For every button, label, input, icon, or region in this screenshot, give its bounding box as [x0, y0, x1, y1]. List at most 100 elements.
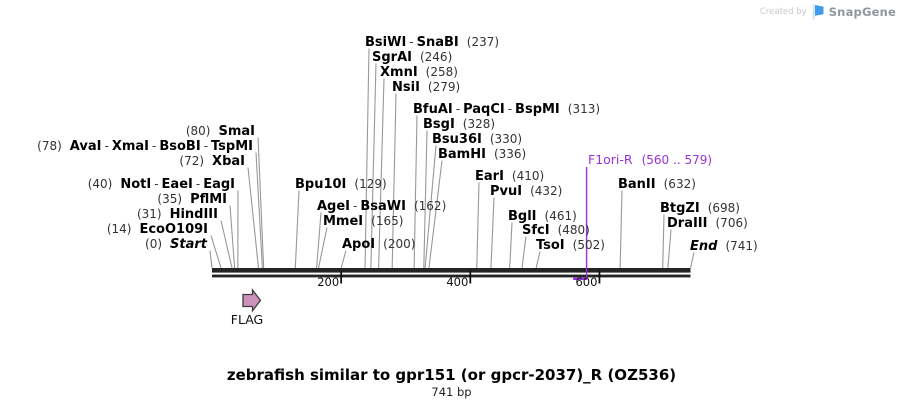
enzyme-name: BamHI: [438, 147, 486, 162]
site-position: (461): [544, 209, 577, 223]
site-label-end[interactable]: End (741): [690, 240, 758, 254]
leader-line-xbai: [247, 167, 260, 269]
site-position: (35): [157, 192, 183, 206]
site-label-noti-eaei-eagi[interactable]: (40) NotI - EaeI - EagI: [88, 178, 235, 192]
site-position: (632): [663, 177, 696, 191]
site-position: (336): [493, 147, 527, 161]
site-position: (72): [179, 154, 205, 168]
leader-line-pflmi: [229, 205, 236, 269]
site-label-bsu36i[interactable]: Bsu36I (330): [432, 133, 522, 147]
leader-line-avai-xmai-bsobi-tspmi: [255, 152, 263, 269]
enzyme-name: TsoI: [536, 238, 565, 253]
site-label-bpu10i[interactable]: Bpu10I (129): [295, 178, 387, 192]
site-label-start[interactable]: (0) Start: [145, 238, 207, 252]
site-label-banii[interactable]: BanII (632): [618, 178, 696, 192]
site-position: (200): [383, 237, 416, 251]
enzyme-name: SfcI: [522, 223, 550, 238]
site-position: (502): [572, 238, 605, 252]
site-label-xbai[interactable]: (72) XbaI: [179, 155, 245, 169]
enzyme-name: Start: [170, 237, 207, 252]
site-name-separator: -: [152, 139, 157, 153]
primer-name: F1ori-R: [588, 151, 633, 167]
site-label-hindiii[interactable]: (31) HindIII: [137, 208, 218, 222]
site-label-smai[interactable]: (80) SmaI: [186, 125, 255, 139]
site-label-xmni[interactable]: XmnI (258): [380, 66, 458, 80]
site-label-btgzi[interactable]: BtgZI (698): [660, 202, 740, 216]
site-label-avai-xmai-bsobi-tspmi[interactable]: (78) AvaI - XmaI - BsoBI - TspMI: [37, 140, 253, 154]
enzyme-name: EcoO109I: [139, 222, 208, 237]
site-position: (40): [87, 177, 113, 191]
site-label-bfuai-paqci-bspmi[interactable]: BfuAI - PaqCI - BspMI (313): [413, 103, 600, 117]
site-label-mmei[interactable]: MmeI (165): [323, 215, 403, 229]
site-label-apoi[interactable]: ApoI (200): [342, 238, 415, 252]
watermark-created-by: Created by: [759, 7, 807, 17]
primer-label[interactable]: F1ori-R (560 .. 579): [588, 153, 712, 167]
enzyme-name: BanII: [618, 177, 656, 192]
site-label-ecoo109i[interactable]: (14) EcoO109I: [107, 223, 208, 237]
enzyme-name: End: [690, 239, 718, 254]
ruler-label-400: 400: [446, 274, 469, 289]
site-position: (258): [425, 65, 458, 79]
site-label-pflmi[interactable]: (35) PflMI: [157, 193, 227, 207]
site-label-nsii[interactable]: NsiI (279): [392, 81, 460, 95]
site-label-tsoi[interactable]: TsoI (502): [536, 239, 605, 253]
flag-feature-arrow[interactable]: [242, 288, 262, 313]
site-label-sgrai[interactable]: SgrAI (246): [372, 51, 452, 65]
site-name-separator: -: [353, 199, 358, 213]
leader-line-draiii: [667, 229, 672, 269]
enzyme-name: XmnI: [380, 65, 418, 80]
leader-line-banii: [619, 190, 623, 269]
leader-line-bamhi: [428, 160, 443, 269]
watermark-brand: SnapGene: [828, 5, 896, 19]
site-name-separator: -: [104, 139, 109, 153]
leader-line-hindiii: [220, 220, 233, 269]
enzyme-name: PflMI: [190, 192, 227, 207]
site-position: (0): [145, 237, 163, 251]
primer-range: (560 .. 579): [641, 152, 713, 167]
site-name-separator: -: [455, 102, 461, 116]
map-length: 741 bp: [431, 385, 472, 399]
leader-line-xmni: [378, 78, 385, 269]
sequence-line-bottom: [212, 274, 691, 278]
enzyme-name: BspMI: [515, 102, 560, 117]
enzyme-name: HindIII: [169, 207, 218, 222]
flag-label[interactable]: FLAG: [230, 312, 264, 327]
site-name-separator: -: [507, 102, 513, 116]
site-position: (330): [489, 132, 523, 146]
enzyme-name: ApoI: [342, 237, 376, 252]
site-position: (78): [37, 139, 62, 153]
site-label-pvui[interactable]: PvuI (432): [490, 185, 562, 199]
site-name-separator: -: [409, 35, 414, 49]
site-label-bgli[interactable]: BglI (461): [508, 210, 577, 224]
site-label-bsgi[interactable]: BsgI (328): [423, 118, 495, 132]
enzyme-name: NotI: [120, 177, 152, 192]
site-label-bsiwi-snabi[interactable]: BsiWI - SnaBI (237): [365, 36, 499, 50]
watermark: Created by SnapGene: [760, 4, 896, 20]
enzyme-name: BtgZI: [660, 201, 700, 216]
leader-line-btgzi: [662, 214, 665, 269]
site-position: (129): [354, 177, 387, 191]
primer-bar[interactable]: [573, 277, 588, 280]
site-label-bamhi[interactable]: BamHI (336): [438, 148, 526, 162]
enzyme-name: BsgI: [423, 117, 455, 132]
enzyme-name: NsiI: [392, 80, 420, 95]
site-label-agei-bsawi[interactable]: AgeI - BsaWI (162): [317, 200, 446, 214]
enzyme-name: BsoBI: [159, 139, 201, 154]
site-position: (246): [419, 50, 453, 64]
site-label-sfci[interactable]: SfcI (480): [522, 224, 590, 238]
site-position: (706): [715, 216, 748, 230]
leader-line-bfuai-paqci-bspmi: [413, 115, 418, 269]
enzyme-name: Bsu36I: [432, 132, 482, 147]
enzyme-name: SgrAI: [372, 50, 412, 65]
site-label-eari[interactable]: EarI (410): [475, 170, 544, 184]
enzyme-name: Bpu10I: [295, 177, 347, 192]
enzyme-name: BsaWI: [360, 199, 406, 214]
site-label-draiii[interactable]: DraIII (706): [667, 217, 748, 231]
leader-line-sfci: [521, 236, 527, 269]
leader-line-sgrai: [370, 63, 377, 269]
ruler-label-600: 600: [575, 274, 598, 289]
site-position: (741): [725, 239, 758, 253]
snapgene-logo-icon: [812, 4, 824, 20]
site-position: (237): [466, 35, 500, 49]
